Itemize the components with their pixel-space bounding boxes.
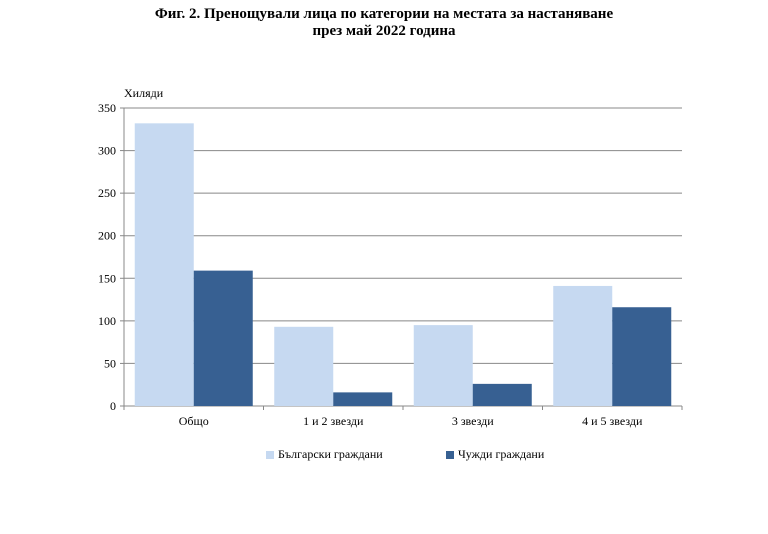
x-tick-label: 3 звезди [452, 414, 494, 428]
legend-swatch-foreign [446, 450, 454, 459]
chart-title: Фиг. 2. Пренощували лица по категории на… [0, 6, 768, 40]
legend-swatch-bulgarian [266, 450, 274, 459]
y-tick-label: 250 [98, 186, 116, 200]
chart-title-line-2: през май 2022 година [312, 23, 456, 39]
y-tick-label: 100 [98, 314, 116, 328]
bar-bulgarian [413, 325, 473, 406]
bar-bulgarian [553, 285, 613, 406]
y-axis-label: Хиляди [124, 86, 164, 100]
bars [134, 123, 672, 406]
y-tick-label: 350 [98, 101, 116, 115]
legend-item-foreign: Чужди граждани [446, 447, 544, 462]
y-tick-label: 50 [104, 356, 116, 370]
y-tick-label: 300 [98, 144, 116, 158]
legend-item-bulgarian: Български граждани [266, 447, 383, 462]
y-tick-label: 150 [98, 271, 116, 285]
footer-text-fragment [90, 527, 690, 534]
x-tick-label: Общо [179, 414, 209, 428]
bar-foreign [612, 307, 672, 406]
legend: Български граждани Чужди граждани [0, 447, 768, 463]
bar-bulgarian [274, 326, 334, 406]
legend-label-foreign: Чужди граждани [458, 447, 545, 461]
legend-label-bulgarian: Български граждани [278, 447, 383, 461]
axis-labels: 0 50 100 150 200 250 300 350 Общо 1 и 2 звезди 3 з… [98, 101, 643, 428]
bar-foreign [193, 270, 253, 406]
chart-title-line-1: Фиг. 2. Пренощували лица по категории на… [154, 6, 614, 22]
bar-foreign [333, 392, 393, 406]
y-tick-label: 0 [110, 399, 116, 413]
x-tick-label: 4 и 5 звезди [582, 414, 643, 428]
bar-bulgarian [134, 123, 194, 406]
x-tick-label: 1 и 2 звезди [303, 414, 364, 428]
bar-foreign [472, 383, 532, 406]
y-tick-label: 200 [98, 229, 116, 243]
